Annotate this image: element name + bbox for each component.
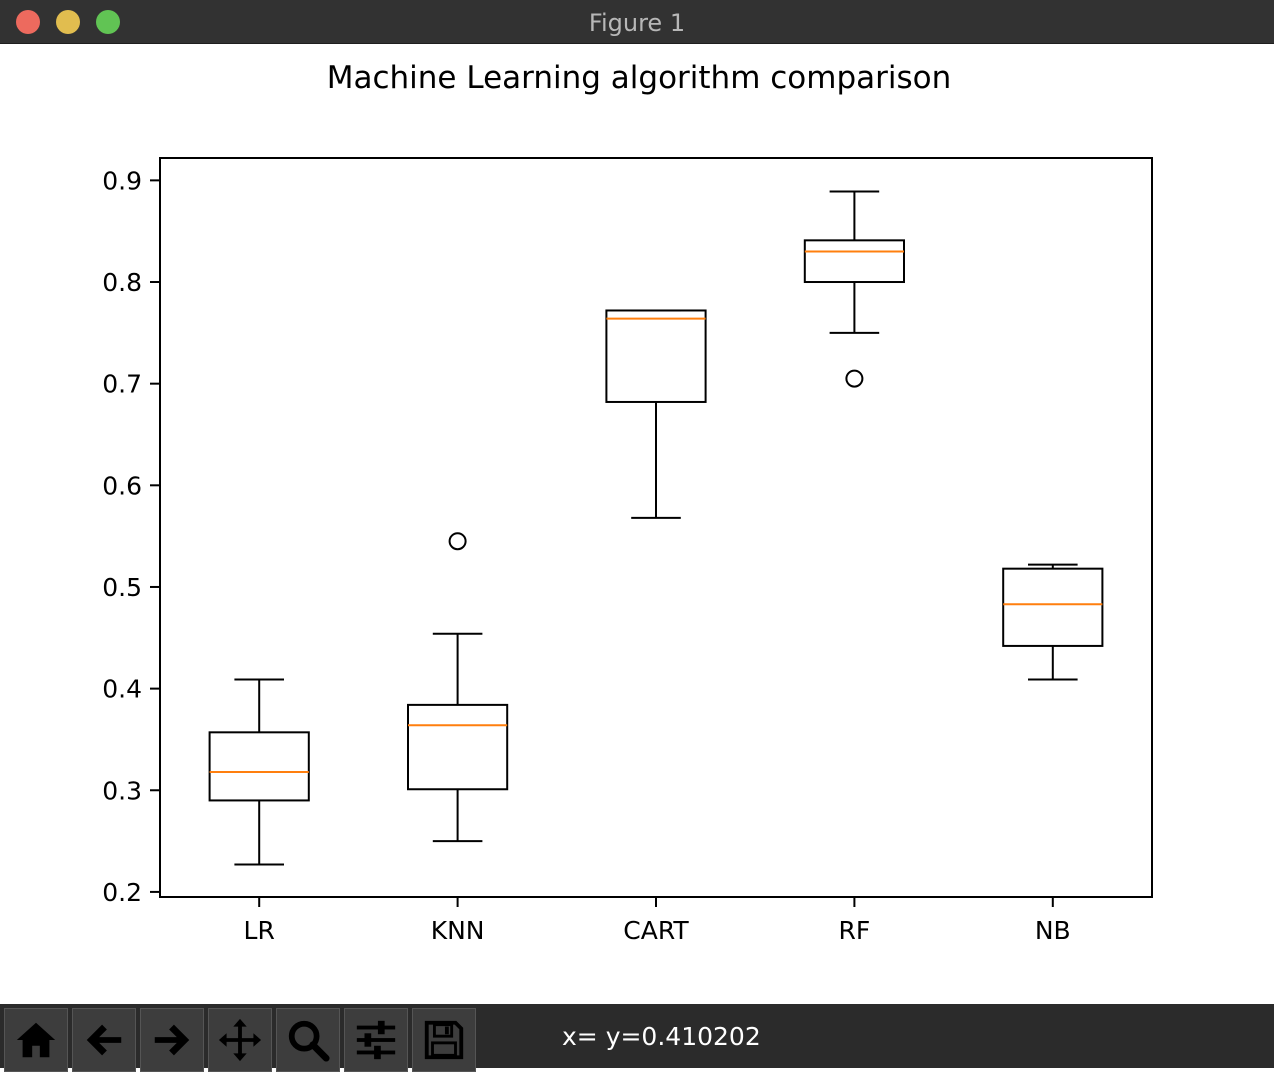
y-tick-label: 0.2 — [102, 878, 142, 907]
x-tick-label: KNN — [431, 916, 485, 945]
y-tick-label: 0.7 — [102, 370, 142, 399]
y-tick-label: 0.8 — [102, 268, 142, 297]
box-rf — [803, 190, 905, 388]
pan-button[interactable] — [208, 1008, 272, 1072]
iqr-box — [407, 703, 509, 791]
home-button[interactable] — [4, 1008, 68, 1072]
outlier-point — [845, 369, 864, 388]
configure-subplots-button[interactable] — [344, 1008, 408, 1072]
window-titlebar: Figure 1 — [0, 0, 1274, 44]
maximize-window-button[interactable] — [96, 10, 120, 34]
minimize-window-button[interactable] — [56, 10, 80, 34]
cursor-coordinates-readout: x= y=0.410202 — [562, 1022, 761, 1051]
window-title: Figure 1 — [588, 9, 686, 37]
box-lr — [208, 678, 310, 866]
y-tick-label: 0.6 — [102, 471, 142, 500]
plot-frame — [159, 157, 1153, 898]
iqr-box — [803, 239, 905, 284]
zoom-icon — [288, 1020, 330, 1062]
box-nb — [1002, 563, 1104, 681]
y-tick-label: 0.4 — [102, 675, 142, 704]
box-cart — [605, 309, 707, 519]
chart-title: Machine Learning algorithm comparison — [327, 60, 952, 96]
forward-arrow-icon — [154, 1024, 190, 1056]
y-tick-label: 0.9 — [102, 166, 142, 195]
iqr-box — [208, 731, 310, 802]
pan-icon — [218, 1018, 262, 1062]
x-tick-label: NB — [1035, 916, 1071, 945]
iqr-box — [1002, 567, 1104, 647]
back-button[interactable] — [72, 1008, 136, 1072]
save-icon — [424, 1020, 464, 1060]
zoom-button[interactable] — [276, 1008, 340, 1072]
forward-button[interactable] — [140, 1008, 204, 1072]
box-knn — [407, 532, 509, 843]
y-tick-label: 0.5 — [102, 573, 142, 602]
figure-canvas[interactable]: Machine Learning algorithm comparison 0.… — [0, 44, 1274, 1004]
close-window-button[interactable] — [16, 10, 40, 34]
y-tick-label: 0.3 — [102, 776, 142, 805]
outlier-point — [448, 532, 467, 551]
iqr-box — [605, 309, 707, 403]
x-tick-label: RF — [839, 916, 871, 945]
save-button[interactable] — [412, 1008, 476, 1072]
box-plot-chart: Machine Learning algorithm comparison 0.… — [102, 60, 1153, 945]
subplots-config-icon — [356, 1020, 396, 1060]
home-icon — [16, 1022, 56, 1058]
x-tick-label: CART — [623, 916, 689, 945]
navigation-toolbar — [0, 1004, 1274, 1072]
x-tick-label: LR — [244, 916, 275, 945]
back-arrow-icon — [86, 1024, 122, 1056]
